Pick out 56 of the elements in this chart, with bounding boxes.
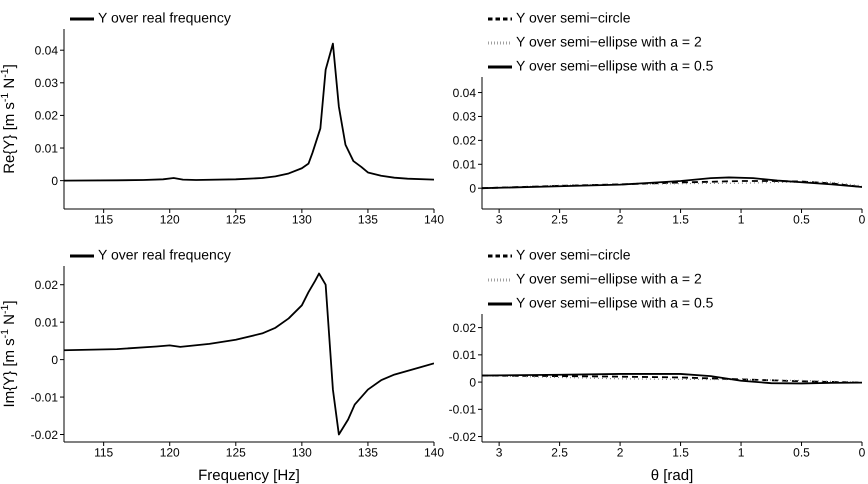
y-tick-label: -0.01 — [30, 390, 58, 404]
x-tick-label: 2 — [616, 446, 624, 460]
y-tick-label: 0.02 — [452, 320, 476, 335]
x-tick-label: 0 — [858, 446, 866, 460]
y-tick-label: 0 — [51, 174, 58, 188]
x-tick-label: 140 — [424, 212, 444, 227]
y-tick-label: 0.03 — [34, 76, 58, 90]
x-tick-label: 2 — [616, 212, 624, 227]
x-tick-label: 130 — [292, 446, 312, 460]
y-tick-label: 0.01 — [452, 158, 476, 172]
x-axis-title: θ [rad] — [650, 467, 694, 484]
legend-label: Y over real frequency — [98, 246, 231, 263]
x-tick-label: 1 — [738, 212, 745, 227]
x-tick-label: 0.5 — [793, 446, 810, 460]
y-tick-label: 0.01 — [452, 348, 476, 362]
x-tick-label: 135 — [358, 446, 378, 460]
legend-label: Y over semi−circle — [516, 246, 631, 263]
x-tick-label: 1.5 — [672, 446, 690, 460]
x-tick-label: 0.5 — [793, 212, 810, 227]
x-tick-label: 130 — [292, 212, 312, 227]
x-tick-label: 135 — [358, 212, 378, 227]
legend-label: Y over real frequency — [98, 10, 231, 26]
y-tick-label: -0.02 — [448, 430, 476, 444]
x-tick-label: 1.5 — [672, 212, 690, 227]
x-tick-label: 115 — [94, 446, 114, 460]
x-tick-label: 125 — [226, 446, 246, 460]
x-tick-label: 120 — [160, 446, 180, 460]
y-tick-label: -0.01 — [448, 402, 476, 417]
y-tick-label: -0.02 — [30, 428, 58, 442]
y-tick-label: 0 — [469, 181, 476, 196]
y-tick-label: 0.02 — [452, 134, 476, 148]
legend-label: Y over semi−ellipse with a = 0.5 — [516, 294, 714, 311]
x-tick-label: 120 — [160, 212, 180, 227]
y-tick-label: 0.01 — [34, 315, 58, 330]
legend-label: Y over semi−ellipse with a = 0.5 — [516, 58, 714, 74]
x-tick-label: 125 — [226, 212, 246, 227]
y-tick-label: 0.02 — [34, 278, 58, 292]
legend-label: Y over semi−circle — [516, 10, 631, 26]
y-tick-label: 0.01 — [34, 141, 58, 156]
y-tick-label: 0.03 — [452, 110, 476, 124]
x-tick-label: 3 — [496, 446, 503, 460]
legend-label: Y over semi−ellipse with a = 2 — [516, 270, 702, 287]
x-axis-title: Frequency [Hz] — [198, 467, 300, 484]
x-tick-label: 2.5 — [551, 212, 568, 227]
x-tick-label: 1 — [738, 446, 745, 460]
y-tick-label: 0.04 — [34, 43, 58, 58]
x-tick-label: 140 — [424, 446, 444, 460]
x-tick-label: 2.5 — [551, 446, 568, 460]
y-tick-label: 0 — [469, 375, 476, 390]
x-tick-label: 115 — [94, 212, 114, 227]
x-tick-label: 0 — [858, 212, 866, 227]
y-tick-label: 0 — [51, 352, 58, 367]
y-tick-label: 0.04 — [452, 86, 476, 100]
x-tick-label: 3 — [496, 212, 503, 227]
y-tick-label: 0.02 — [34, 108, 58, 123]
legend-label: Y over semi−ellipse with a = 2 — [516, 34, 702, 50]
